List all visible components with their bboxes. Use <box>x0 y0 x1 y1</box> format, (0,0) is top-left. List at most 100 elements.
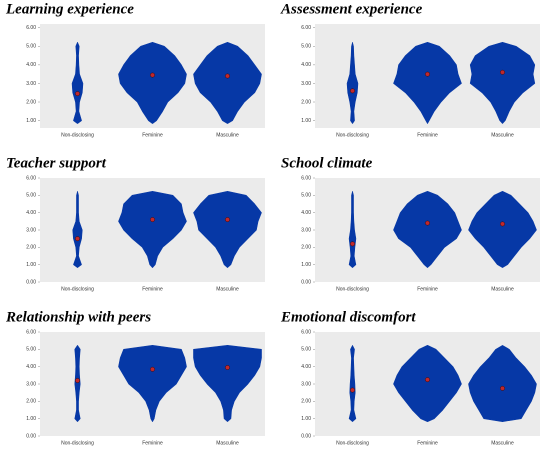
y-tick-label: 6.00 <box>301 25 311 31</box>
violin <box>71 41 84 124</box>
y-tick-label: 5.00 <box>26 44 36 50</box>
panel-title: Learning experience <box>5 1 134 17</box>
x-tick-label: Feminine <box>417 440 438 446</box>
y-tick-label: 3.00 <box>26 381 36 387</box>
x-tick-label: Non-disclosing <box>61 286 94 292</box>
x-tick-label: Masculine <box>216 286 239 292</box>
violin <box>393 41 462 124</box>
mean-dot <box>500 69 505 75</box>
violin <box>393 345 462 422</box>
violin <box>118 345 187 422</box>
panel-title: Assessment experience <box>280 1 423 17</box>
mean-dot <box>75 91 80 97</box>
y-tick-label: 3.00 <box>26 81 36 87</box>
x-tick-label: Masculine <box>216 132 239 138</box>
violin <box>193 191 262 268</box>
panel-title: Relationship with peers <box>5 309 151 325</box>
violin <box>468 345 537 422</box>
violin <box>118 191 187 268</box>
mean-dot <box>350 241 355 247</box>
panel-title: School climate <box>281 155 373 171</box>
mean-dot <box>225 73 230 79</box>
violin <box>346 41 359 124</box>
y-tick-label: 2.00 <box>26 245 36 251</box>
violin <box>348 345 357 422</box>
x-tick-label: Non-disclosing <box>61 440 94 446</box>
violin <box>348 191 357 268</box>
mean-dot <box>350 88 355 94</box>
mean-dot <box>225 217 230 223</box>
y-tick-label: 1.00 <box>301 262 311 268</box>
violin <box>193 345 262 422</box>
mean-dot <box>75 378 80 383</box>
y-tick-label: 6.00 <box>301 175 311 181</box>
panel-title: Emotional discomfort <box>280 309 416 325</box>
y-tick-label: 5.00 <box>301 193 311 199</box>
x-tick-label: Non-disclosing <box>336 286 369 292</box>
x-tick-label: Masculine <box>216 440 239 446</box>
y-tick-label: 3.00 <box>301 81 311 87</box>
x-tick-label: Feminine <box>142 286 163 292</box>
y-tick-label: 3.00 <box>301 227 311 233</box>
violin <box>193 41 262 124</box>
y-tick-label: 2.00 <box>26 399 36 405</box>
y-tick-label: 1.00 <box>26 416 36 422</box>
x-tick-label: Feminine <box>417 132 438 138</box>
x-tick-label: Feminine <box>417 286 438 292</box>
y-tick-label: 4.00 <box>301 62 311 68</box>
y-tick-label: 5.00 <box>301 347 311 353</box>
y-tick-label: 2.00 <box>301 245 311 251</box>
y-tick-label: 4.00 <box>26 62 36 68</box>
x-tick-label: Masculine <box>491 286 514 292</box>
mean-dot <box>150 72 155 78</box>
y-tick-label: 1.00 <box>26 118 36 124</box>
y-tick-label: 5.00 <box>26 193 36 199</box>
y-tick-label: 4.00 <box>301 210 311 216</box>
mean-dot <box>425 71 430 77</box>
mean-dot <box>150 366 155 372</box>
y-tick-label: 6.00 <box>301 329 311 335</box>
violin <box>468 191 537 268</box>
panel-title: Teacher support <box>6 155 107 171</box>
violin <box>72 191 83 268</box>
x-tick-label: Feminine <box>142 440 163 446</box>
mean-dot <box>425 220 430 226</box>
violin <box>74 345 81 422</box>
y-tick-label: 1.00 <box>301 416 311 422</box>
x-tick-label: Non-disclosing <box>336 440 369 446</box>
y-tick-label: 0.00 <box>301 279 311 285</box>
y-tick-label: 4.00 <box>26 364 36 370</box>
y-tick-label: 6.00 <box>26 25 36 31</box>
y-tick-label: 4.00 <box>26 210 36 216</box>
mean-dot <box>75 236 80 242</box>
y-tick-label: 1.00 <box>301 118 311 124</box>
violin <box>118 41 187 124</box>
mean-dot <box>425 377 430 383</box>
y-tick-label: 5.00 <box>301 44 311 50</box>
x-tick-label: Masculine <box>491 440 514 446</box>
y-tick-label: 3.00 <box>301 381 311 387</box>
x-tick-label: Masculine <box>491 132 514 138</box>
mean-dot <box>350 387 355 393</box>
y-tick-label: 0.00 <box>26 433 36 439</box>
mean-dot <box>150 217 155 223</box>
y-tick-label: 0.00 <box>301 433 311 439</box>
mean-dot <box>500 221 505 227</box>
x-tick-label: Feminine <box>142 132 163 138</box>
mean-dot <box>225 365 230 370</box>
y-tick-label: 4.00 <box>301 364 311 370</box>
y-tick-label: 6.00 <box>26 329 36 335</box>
x-tick-label: Non-disclosing <box>61 132 94 138</box>
y-tick-label: 1.00 <box>26 262 36 268</box>
violin <box>393 191 462 268</box>
y-tick-label: 2.00 <box>301 399 311 405</box>
y-tick-label: 6.00 <box>26 175 36 181</box>
violin <box>469 41 536 124</box>
x-tick-label: Non-disclosing <box>336 132 369 138</box>
y-tick-label: 2.00 <box>26 99 36 105</box>
y-tick-label: 5.00 <box>26 347 36 353</box>
y-tick-label: 0.00 <box>26 279 36 285</box>
mean-dot <box>500 385 505 391</box>
y-tick-label: 3.00 <box>26 227 36 233</box>
